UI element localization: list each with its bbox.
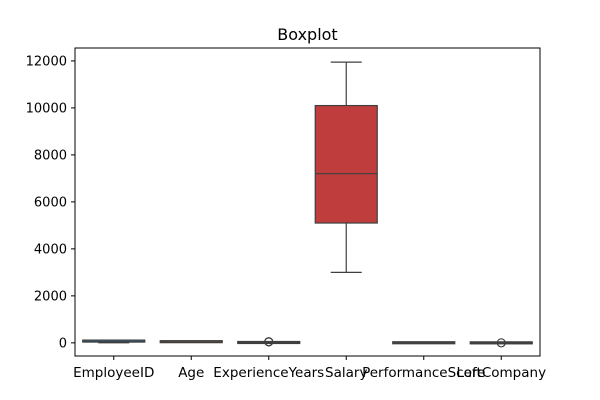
chart-title: Boxplot	[277, 25, 337, 44]
y-axis: 0 2000 4000 6000 8000 10000 12000	[26, 54, 75, 351]
outlier-point	[496, 338, 506, 348]
y-tick-label: 12000	[26, 54, 67, 69]
box-PerformanceScore	[392, 341, 456, 345]
outlier-point	[264, 337, 274, 347]
y-tick-label: 6000	[34, 195, 67, 210]
box-iqr	[314, 104, 378, 224]
plot-area	[82, 61, 533, 348]
box-Age	[159, 340, 223, 344]
x-tick-label: Salary	[325, 365, 367, 381]
box-LeftCompany	[469, 338, 533, 348]
x-axis: EmployeeID Age ExperienceYears SalaryPerfor…	[73, 356, 546, 381]
y-tick-label: 10000	[26, 101, 67, 116]
y-tick-label: 0	[59, 336, 67, 351]
plot-frame	[74, 47, 541, 357]
y-tick-label: 4000	[34, 242, 67, 257]
x-tick-label: PerformanceScore	[362, 365, 485, 381]
box-EmployeeID	[82, 339, 146, 344]
x-tick-label: ExperienceYears	[213, 365, 324, 381]
y-tick-label: 2000	[34, 289, 67, 304]
box-Salary	[314, 61, 378, 273]
y-tick-label: 8000	[34, 148, 67, 163]
x-tick-label: EmployeeID	[73, 365, 154, 381]
box-ExperienceYears	[237, 337, 301, 347]
x-tick-label: LeftCompany	[456, 365, 546, 381]
x-tick-label: Age	[178, 365, 204, 381]
